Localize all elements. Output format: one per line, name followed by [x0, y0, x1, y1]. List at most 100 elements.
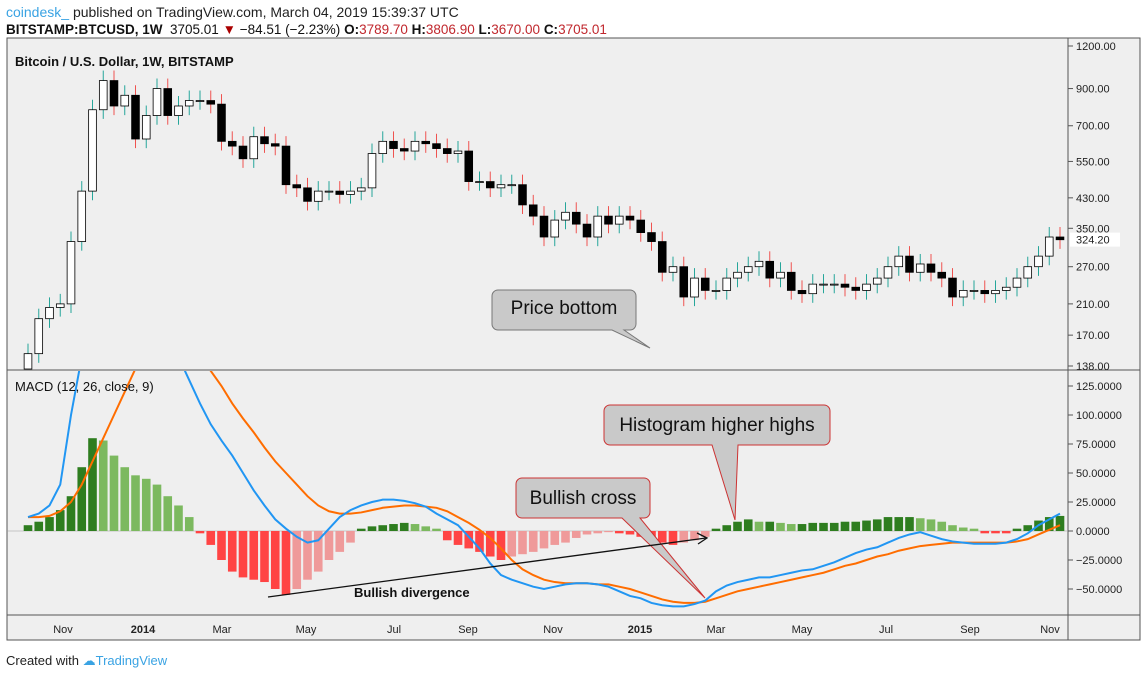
candle[interactable]	[969, 280, 979, 300]
candle[interactable]	[399, 138, 409, 161]
candle[interactable]	[453, 141, 463, 163]
candle[interactable]	[421, 131, 431, 153]
candle[interactable]	[432, 133, 441, 158]
candle[interactable]	[66, 231, 76, 314]
candle[interactable]	[840, 274, 850, 297]
candle[interactable]	[141, 105, 151, 149]
candle[interactable]	[1001, 277, 1011, 300]
candle[interactable]	[883, 256, 893, 288]
candle[interactable]	[485, 171, 495, 198]
candle[interactable]	[324, 181, 334, 201]
candle[interactable]	[174, 95, 183, 125]
candle[interactable]	[862, 274, 871, 300]
candle[interactable]	[227, 131, 237, 156]
candle[interactable]	[722, 268, 732, 300]
candle[interactable]	[679, 256, 689, 307]
candle[interactable]	[711, 280, 721, 300]
candle[interactable]	[77, 181, 87, 251]
candle[interactable]	[894, 246, 904, 276]
bullish-cross-callout[interactable]: Bullish cross	[515, 477, 706, 599]
higher-highs-callout[interactable]: Histogram higher highs	[603, 404, 831, 521]
candle[interactable]	[238, 136, 248, 168]
candle[interactable]	[765, 251, 775, 288]
candle[interactable]	[120, 85, 130, 116]
candle[interactable]	[378, 131, 388, 163]
candle[interactable]	[539, 206, 549, 247]
candle[interactable]	[571, 202, 581, 234]
tradingview-link[interactable]: TradingView	[95, 653, 168, 668]
candle[interactable]	[819, 274, 828, 294]
candle[interactable]	[88, 99, 97, 201]
candle[interactable]	[131, 85, 140, 149]
candle[interactable]	[303, 177, 312, 211]
candle[interactable]	[991, 280, 1000, 303]
candle[interactable]	[475, 171, 484, 191]
candle[interactable]	[926, 253, 936, 282]
candle[interactable]	[1044, 226, 1054, 266]
candle[interactable]	[389, 131, 398, 158]
candle[interactable]	[55, 293, 65, 317]
divergence-arrow[interactable]	[267, 532, 709, 598]
candle[interactable]	[700, 268, 710, 300]
candle[interactable]	[163, 78, 173, 125]
candle[interactable]	[829, 274, 839, 294]
candle[interactable]	[98, 70, 108, 119]
candle[interactable]	[776, 262, 785, 288]
candle[interactable]	[1012, 268, 1022, 297]
candle[interactable]	[184, 90, 194, 116]
candle[interactable]	[356, 177, 366, 201]
candle[interactable]	[464, 141, 474, 191]
candle[interactable]	[733, 262, 742, 288]
candle[interactable]	[23, 343, 33, 370]
candle[interactable]	[410, 131, 420, 161]
candle[interactable]	[518, 174, 527, 215]
candle[interactable]	[786, 262, 796, 300]
author-link[interactable]: coindesk_	[6, 4, 70, 20]
candle[interactable]	[797, 280, 807, 303]
price-bottom-callout[interactable]: Price bottom	[491, 289, 651, 349]
candle[interactable]	[260, 126, 269, 153]
candle[interactable]	[195, 90, 205, 110]
candle[interactable]	[270, 133, 280, 156]
candle[interactable]	[1055, 226, 1065, 249]
candle[interactable]	[528, 194, 538, 226]
candle[interactable]	[292, 174, 302, 198]
candle[interactable]	[550, 210, 560, 247]
candle[interactable]	[657, 231, 667, 282]
candle[interactable]	[335, 181, 345, 204]
candle[interactable]	[614, 206, 624, 234]
candle[interactable]	[1023, 256, 1033, 288]
candle[interactable]	[152, 78, 162, 125]
candle[interactable]	[958, 280, 968, 307]
candle[interactable]	[872, 268, 882, 294]
candle[interactable]	[851, 277, 861, 300]
candle[interactable]	[217, 94, 226, 151]
candle[interactable]	[915, 253, 925, 282]
candle[interactable]	[367, 143, 377, 198]
candle[interactable]	[281, 136, 291, 194]
candle[interactable]	[45, 297, 54, 328]
candle[interactable]	[109, 70, 119, 116]
candle[interactable]	[561, 202, 570, 230]
candle[interactable]	[625, 206, 635, 230]
candle[interactable]	[507, 174, 517, 194]
candle[interactable]	[948, 268, 957, 307]
candle[interactable]	[937, 262, 947, 288]
candle[interactable]	[496, 174, 506, 198]
candle[interactable]	[593, 206, 603, 247]
candle[interactable]	[668, 256, 678, 282]
candle[interactable]	[206, 90, 216, 114]
candle[interactable]	[582, 214, 592, 247]
candle[interactable]	[808, 274, 818, 303]
candle[interactable]	[690, 268, 699, 307]
candle[interactable]	[980, 280, 990, 303]
candle[interactable]	[905, 246, 914, 282]
candle[interactable]	[743, 256, 753, 282]
candle[interactable]	[34, 308, 44, 363]
candle[interactable]	[249, 126, 259, 168]
candle[interactable]	[1034, 246, 1043, 276]
candle[interactable]	[346, 181, 355, 204]
candle[interactable]	[636, 210, 646, 242]
candle[interactable]	[604, 206, 613, 234]
